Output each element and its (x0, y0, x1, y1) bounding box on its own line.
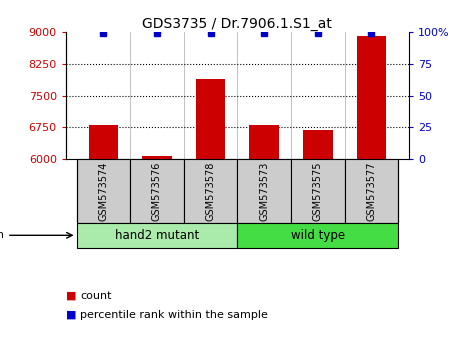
Bar (196, 79, 225, 159)
Text: GSM573575: GSM573575 (313, 161, 323, 221)
Text: wild type: wild type (291, 229, 345, 242)
Text: genotype/variation: genotype/variation (0, 230, 4, 240)
Text: GSM573573: GSM573573 (259, 161, 269, 221)
Bar (130, 159, 184, 223)
Text: GSM573578: GSM573578 (205, 161, 216, 221)
Bar (237, 159, 291, 223)
Bar (184, 159, 237, 223)
Bar (291, 159, 345, 223)
Bar (88, 125, 118, 159)
Bar (142, 156, 172, 159)
Bar (237, 223, 398, 248)
Text: count: count (80, 291, 111, 301)
Bar (250, 125, 279, 159)
Text: ■: ■ (66, 291, 76, 301)
Bar (77, 159, 130, 223)
Bar (357, 36, 386, 159)
Text: percentile rank within the sample: percentile rank within the sample (80, 310, 268, 320)
Text: GSM573576: GSM573576 (152, 161, 162, 221)
Text: hand2 mutant: hand2 mutant (115, 229, 199, 242)
Title: GDS3735 / Dr.7906.1.S1_at: GDS3735 / Dr.7906.1.S1_at (142, 17, 332, 31)
Bar (77, 223, 237, 248)
Bar (345, 159, 398, 223)
Bar (303, 130, 332, 159)
Text: GSM573577: GSM573577 (367, 161, 376, 221)
Text: ■: ■ (66, 310, 76, 320)
Text: GSM573574: GSM573574 (98, 161, 108, 221)
